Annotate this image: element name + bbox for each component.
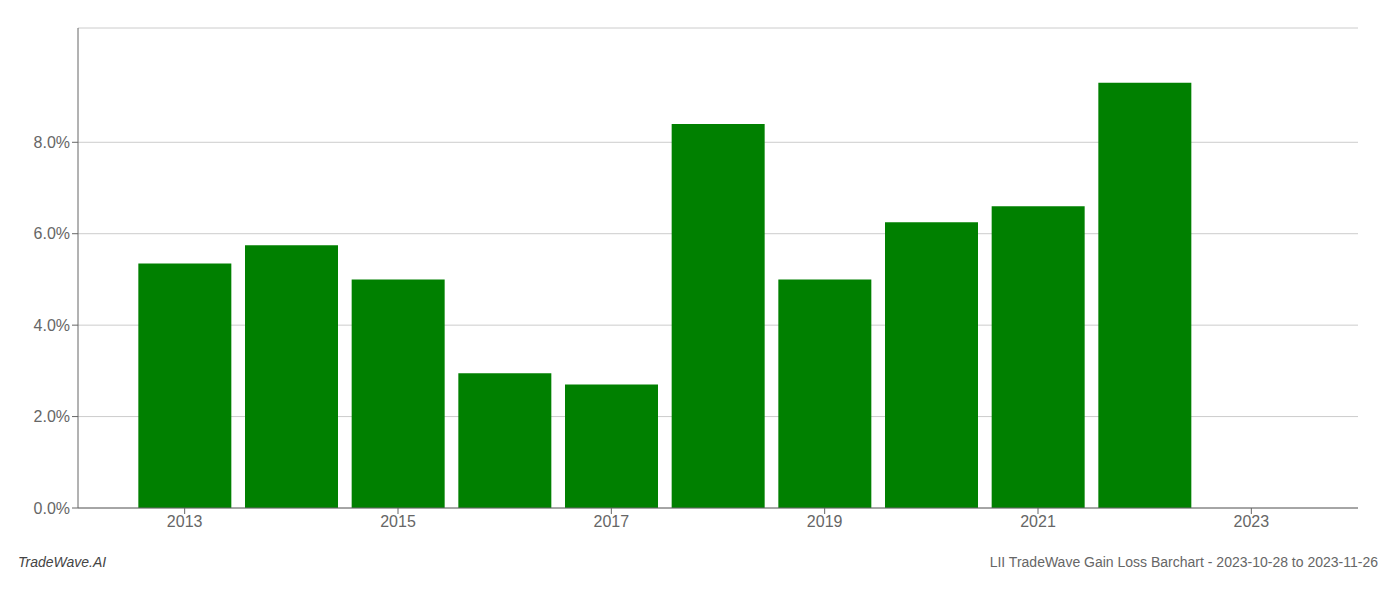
svg-text:2.0%: 2.0% [34,408,70,425]
svg-text:0.0%: 0.0% [34,500,70,517]
html-text:LII TradeWave Gain Loss Barcha: LII TradeWave Gain Loss Barchart - 2023-… [989,554,1378,570]
svg-text:2023: 2023 [1234,513,1270,530]
svg-text:4.0%: 4.0% [34,317,70,334]
svg-text:6.0%: 6.0% [34,225,70,242]
svg-text:2013: 2013 [167,513,203,530]
html-text:TradeWave.AI: TradeWave.AI [18,554,107,570]
svg-text:2021: 2021 [1020,513,1056,530]
svg-text:2017: 2017 [594,513,630,530]
svg-text:2019: 2019 [807,513,843,530]
svg-text:2015: 2015 [380,513,416,530]
svg-text:8.0%: 8.0% [34,134,70,151]
